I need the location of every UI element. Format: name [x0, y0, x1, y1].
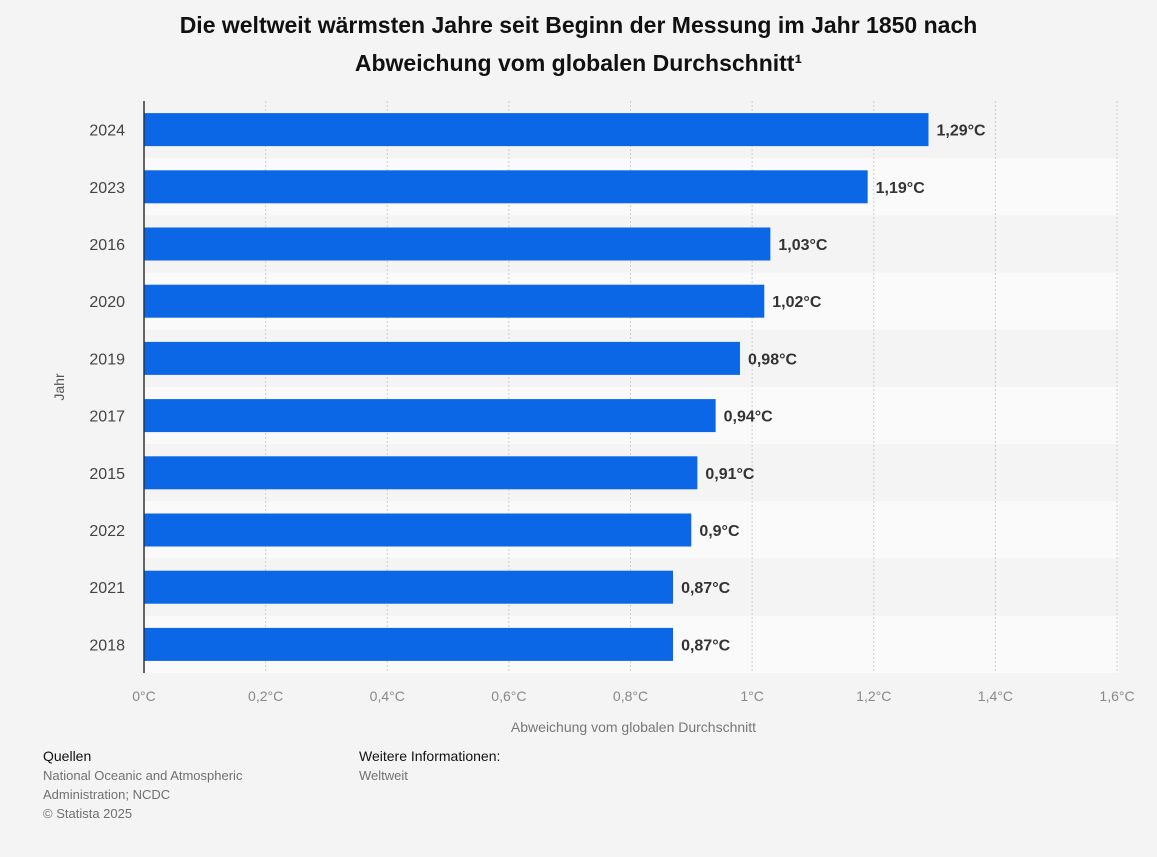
category-label: 2021	[89, 580, 125, 597]
chart-title-line-1: Die weltweit wärmsten Jahre seit Beginn …	[179, 12, 978, 38]
category-label: 2024	[89, 123, 125, 140]
info-text: Weltweit	[359, 768, 408, 783]
bar[interactable]	[144, 170, 868, 204]
data-label: 1,03°C	[778, 237, 828, 254]
bars	[144, 113, 929, 661]
bar[interactable]	[144, 570, 674, 604]
x-tick-label: 0°C	[132, 688, 156, 704]
bar[interactable]	[144, 284, 765, 318]
data-label: 0,87°C	[681, 580, 731, 597]
copyright-text: © Statista 2025	[43, 806, 133, 821]
bar[interactable]	[144, 627, 674, 661]
data-label: 0,94°C	[724, 409, 774, 426]
category-label: 2019	[89, 351, 125, 368]
bar[interactable]	[144, 456, 698, 490]
sources-line-1: National Oceanic and Atmospheric	[43, 768, 243, 783]
bar-chart: 1,29°C 1,19°C 1,03°C 1,02°C 0,98°C 0,94°C 0,91…	[51, 101, 1135, 735]
bar[interactable]	[144, 513, 692, 547]
data-labels: 1,29°C 1,19°C 1,03°C 1,02°C 0,98°C 0,94°C 0,91…	[681, 123, 986, 655]
info-heading: Weitere Informationen:	[359, 748, 501, 764]
sources-line-2: Administration; NCDC	[43, 787, 171, 802]
data-label: 1,19°C	[876, 180, 926, 197]
data-label: 0,98°C	[748, 351, 798, 368]
x-tick-label: 1,6°C	[1099, 688, 1134, 704]
x-tick-label: 1,2°C	[856, 688, 891, 704]
data-label: 0,9°C	[699, 523, 740, 540]
x-axis-title: Abweichung vom globalen Durchschnitt	[511, 719, 756, 735]
category-label: 2015	[89, 466, 125, 483]
bar[interactable]	[144, 341, 740, 375]
sources-block: Quellen National Oceanic and Atmospheric…	[43, 747, 303, 823]
x-tick-label: 0,8°C	[613, 688, 648, 704]
data-label: 1,29°C	[936, 123, 986, 140]
x-tick-label: 0,6°C	[491, 688, 526, 704]
category-label: 2018	[89, 637, 125, 654]
category-label: 2020	[89, 294, 125, 311]
x-tick-label: 1°C	[740, 688, 764, 704]
category-label: 2023	[89, 180, 125, 197]
data-label: 0,87°C	[681, 637, 731, 654]
category-label: 2017	[89, 409, 125, 426]
x-tick-label: 1,4°C	[978, 688, 1013, 704]
bar[interactable]	[144, 113, 929, 147]
x-tick-label: 0,4°C	[370, 688, 405, 704]
sources-heading: Quellen	[43, 748, 92, 764]
category-labels: 2024 2023 2016 2020 2019 2017 2015 2022 2021 2018	[89, 123, 125, 655]
category-label: 2022	[89, 523, 125, 540]
y-axis-title: Jahr	[51, 373, 67, 401]
x-tick-labels: 0°C 0,2°C 0,4°C 0,6°C 0,8°C 1°C 1,2°C 1,4°C 1,6°…	[132, 688, 1134, 704]
chart-title-line-2: Abweichung vom globalen Durchschnitt¹	[354, 50, 803, 76]
data-label: 1,02°C	[772, 294, 822, 311]
bar[interactable]	[144, 227, 771, 261]
data-label: 0,91°C	[705, 466, 755, 483]
category-label: 2016	[89, 237, 125, 254]
chart-title: Die weltweit wärmsten Jahre seit Beginn …	[0, 6, 1157, 82]
info-block: Weitere Informationen: Weltweit	[359, 747, 619, 785]
bar[interactable]	[144, 399, 716, 433]
x-tick-label: 0,2°C	[248, 688, 283, 704]
